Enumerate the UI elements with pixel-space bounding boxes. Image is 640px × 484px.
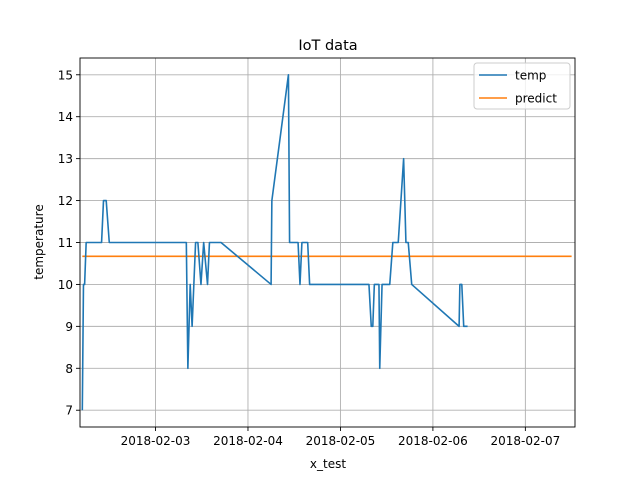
y-tick-label: 13 <box>58 152 73 166</box>
grid <box>80 58 575 427</box>
x-tick-label: 2018-02-04 <box>213 434 283 448</box>
y-tick-label: 10 <box>58 278 73 292</box>
x-tick-label: 2018-02-07 <box>490 434 560 448</box>
y-tick-label: 9 <box>65 320 73 334</box>
y-axis: 7 8 9 10 11 12 13 14 15 <box>58 68 80 418</box>
y-tick-label: 12 <box>58 194 73 208</box>
y-tick-label: 14 <box>58 110 73 124</box>
x-axis: 2018-02-03 2018-02-04 2018-02-05 2018-02-06… <box>121 427 560 448</box>
legend: temp predict <box>473 62 571 110</box>
y-tick-label: 8 <box>65 362 73 376</box>
x-tick-label: 2018-02-03 <box>121 434 191 448</box>
series-line-temp <box>81 73 468 411</box>
y-axis-label: temperature <box>32 204 46 279</box>
y-tick-label: 11 <box>58 236 73 250</box>
legend-label-temp: temp <box>515 69 546 83</box>
y-tick-label: 7 <box>65 404 73 418</box>
legend-label-predict: predict <box>515 92 557 106</box>
chart-title: IoT data <box>298 38 357 54</box>
x-axis-label: x_test <box>310 457 346 471</box>
y-tick-label: 15 <box>58 68 73 82</box>
series-layer <box>81 73 572 411</box>
x-tick-label: 2018-02-06 <box>398 434 468 448</box>
x-tick-label: 2018-02-05 <box>306 434 376 448</box>
